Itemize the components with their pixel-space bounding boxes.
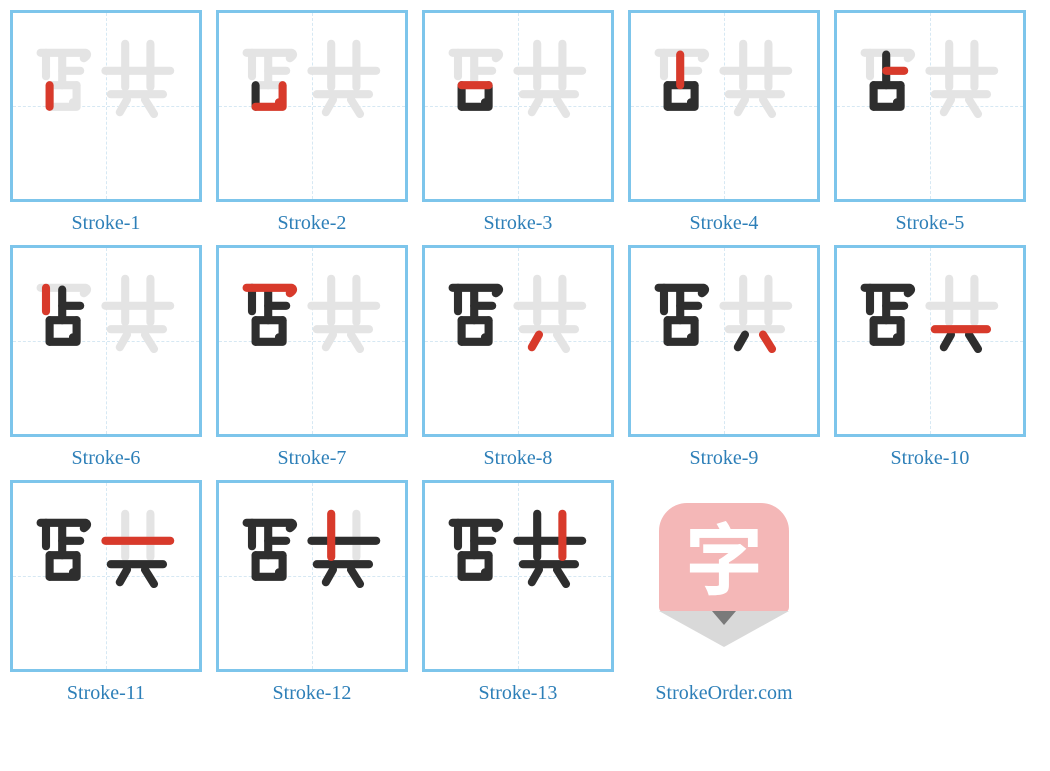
- stroke-caption: Stroke-12: [273, 682, 352, 705]
- glyph: [219, 483, 405, 669]
- stroke-cell-9: Stroke-9: [628, 245, 820, 470]
- glyph: [13, 483, 199, 669]
- stroke-caption: Stroke-2: [278, 212, 347, 235]
- stroke-cell-4: Stroke-4: [628, 10, 820, 235]
- stroke-cell-3: Stroke-3: [422, 10, 614, 235]
- stroke-grid: Stroke-1 Stroke-2 Stroke-3 Stroke-4 Stroke-5…: [10, 10, 1040, 705]
- glyph: [837, 13, 1023, 199]
- stroke-box: [216, 245, 408, 437]
- stroke-caption: Stroke-13: [479, 682, 558, 705]
- stroke-box: [10, 480, 202, 672]
- stroke-box: [422, 245, 614, 437]
- stroke-box: [422, 480, 614, 672]
- site-logo-icon: 字: [638, 490, 810, 662]
- stroke-caption: Stroke-9: [690, 447, 759, 470]
- stroke-box: [628, 245, 820, 437]
- stroke-cell-10: Stroke-10: [834, 245, 1026, 470]
- stroke-caption: Stroke-7: [278, 447, 347, 470]
- site-label: StrokeOrder.com: [655, 682, 792, 705]
- glyph: [13, 248, 199, 434]
- glyph: [425, 248, 611, 434]
- stroke-box: [834, 245, 1026, 437]
- glyph: [837, 248, 1023, 434]
- stroke-cell-5: Stroke-5: [834, 10, 1026, 235]
- glyph: [425, 483, 611, 669]
- logo-character: 字: [685, 516, 763, 594]
- stroke-cell-8: Stroke-8: [422, 245, 614, 470]
- pencil-tip-icon: [659, 611, 789, 647]
- stroke-cell-11: Stroke-11: [10, 480, 202, 705]
- stroke-box: [216, 480, 408, 672]
- stroke-caption: Stroke-4: [690, 212, 759, 235]
- stroke-caption: Stroke-6: [72, 447, 141, 470]
- stroke-caption: Stroke-5: [896, 212, 965, 235]
- stroke-cell-2: Stroke-2: [216, 10, 408, 235]
- stroke-box: [628, 10, 820, 202]
- stroke-cell-7: Stroke-7: [216, 245, 408, 470]
- glyph: [13, 13, 199, 199]
- stroke-box: [422, 10, 614, 202]
- stroke-box: [216, 10, 408, 202]
- glyph: [219, 13, 405, 199]
- stroke-box: [834, 10, 1026, 202]
- glyph: [631, 13, 817, 199]
- glyph: [219, 248, 405, 434]
- stroke-cell-13: Stroke-13: [422, 480, 614, 705]
- stroke-cell-12: Stroke-12: [216, 480, 408, 705]
- stroke-caption: Stroke-11: [67, 682, 145, 705]
- logo-box: 字: [628, 480, 820, 672]
- site-logo-cell: 字 StrokeOrder.com: [628, 480, 820, 705]
- stroke-caption: Stroke-3: [484, 212, 553, 235]
- stroke-caption: Stroke-8: [484, 447, 553, 470]
- stroke-cell-6: Stroke-6: [10, 245, 202, 470]
- stroke-cell-1: Stroke-1: [10, 10, 202, 235]
- stroke-caption: Stroke-1: [72, 212, 141, 235]
- stroke-caption: Stroke-10: [891, 447, 970, 470]
- glyph: [425, 13, 611, 199]
- stroke-box: [10, 245, 202, 437]
- glyph: [631, 248, 817, 434]
- logo-badge: 字: [659, 503, 789, 613]
- stroke-box: [10, 10, 202, 202]
